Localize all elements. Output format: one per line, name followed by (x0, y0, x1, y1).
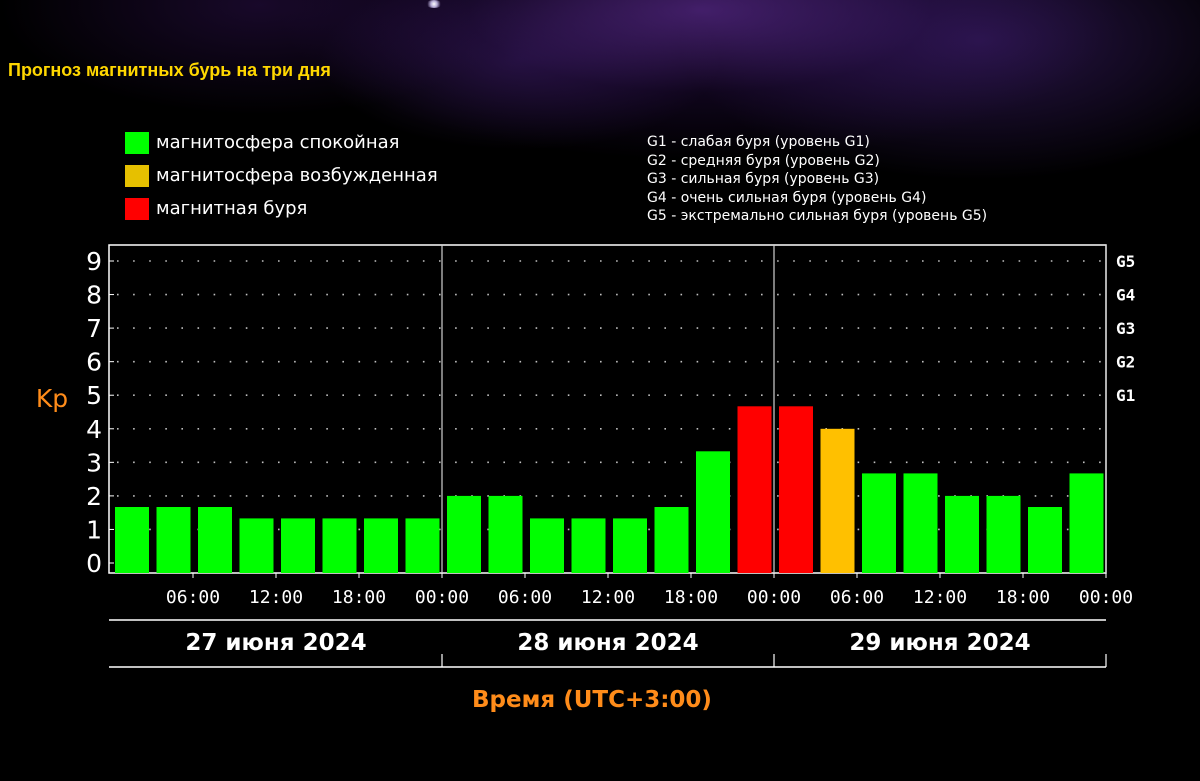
g-level-label: G1 (1116, 386, 1135, 405)
kp-bar (405, 518, 440, 573)
kp-bar (198, 507, 232, 573)
storm-level-legend: G1 - слабая буря (уровень G1) G2 - средн… (647, 133, 987, 226)
g-legend-line-g1: G1 - слабая буря (уровень G1) (647, 134, 870, 150)
kp-bar (737, 406, 772, 573)
g-legend-line-g2: G2 - средняя буря (уровень G2) (647, 152, 880, 169)
y-tick-label: 2 (86, 482, 102, 511)
x-tick-label: 18:00 (664, 587, 718, 608)
kp-bar (696, 451, 730, 573)
legend-swatch-storm (125, 198, 149, 220)
kp-bar (903, 473, 938, 573)
g-level-label: G2 (1116, 353, 1135, 372)
x-axis-label: Время (UTC+3:00) (472, 687, 712, 713)
g-legend-line-g5: G5 - экстремально сильная буря (уровень … (647, 208, 988, 224)
kp-bar (654, 507, 689, 573)
g-level-label: G4 (1116, 286, 1135, 305)
x-tick-label: 12:00 (913, 587, 967, 608)
x-tick-label: 06:00 (498, 587, 552, 608)
g-level-label: G3 (1116, 319, 1135, 338)
kp-bar (447, 495, 481, 573)
y-tick-label: 3 (86, 448, 102, 477)
x-tick-label: 12:00 (581, 587, 635, 608)
x-tick-label: 00:00 (415, 587, 469, 608)
x-tick-label: 00:00 (747, 587, 801, 608)
y-tick-label: 7 (86, 314, 102, 343)
legend-label-active: магнитосфера возбужденная (156, 165, 438, 186)
y-tick-label: 6 (86, 348, 102, 377)
y-tick-label: 8 (86, 281, 102, 310)
legend-label-quiet: магнитосфера спокойная (156, 132, 400, 153)
y-tick-label: 1 (86, 515, 102, 544)
kp-bar (1028, 507, 1062, 573)
kp-bar (986, 495, 1021, 573)
x-tick-label: 18:00 (332, 587, 386, 608)
kp-bar (322, 518, 357, 573)
legend-label-storm: магнитная буря (156, 198, 308, 219)
g-legend-line-g3: G3 - сильная буря (уровень G3) (647, 171, 880, 187)
x-tick-label: 06:00 (830, 587, 884, 608)
kp-bar (488, 495, 523, 573)
y-tick-label: 4 (86, 415, 102, 444)
x-tick-label: 12:00 (249, 587, 303, 608)
page-title: Прогноз магнитных бурь на три дня (8, 60, 331, 80)
x-tick-label: 18:00 (996, 587, 1050, 608)
x-tick-label: 06:00 (166, 587, 220, 608)
day-label: 28 июня 2024 (517, 630, 698, 656)
kp-bar (571, 518, 606, 573)
g-legend-line-g4: G4 - очень сильная буря (уровень G4) (647, 189, 927, 206)
kp-bar (1069, 473, 1104, 573)
day-label: 27 июня 2024 (185, 630, 366, 656)
y-tick-label: 9 (86, 247, 102, 276)
day-label: 29 июня 2024 (849, 630, 1030, 656)
kp-bar (156, 507, 191, 573)
star-glow (426, 0, 442, 8)
kp-bar (945, 495, 979, 573)
x-tick-label: 00:00 (1079, 587, 1133, 608)
g-level-label: G5 (1116, 252, 1135, 271)
kp-bar (115, 507, 149, 573)
kp-bar (364, 518, 398, 573)
kp-bar (281, 518, 315, 573)
y-tick-label: 0 (86, 549, 102, 578)
kp-bar (820, 428, 855, 573)
kp-bar (239, 518, 274, 573)
kp-bar (779, 406, 813, 573)
y-tick-label: 5 (86, 381, 102, 410)
legend-swatch-active (125, 165, 149, 187)
kp-bar (862, 473, 896, 573)
y-axis-label: Kp (36, 384, 68, 413)
kp-bar (530, 518, 564, 573)
kp-bar (613, 518, 647, 573)
legend-swatch-quiet (125, 132, 149, 154)
